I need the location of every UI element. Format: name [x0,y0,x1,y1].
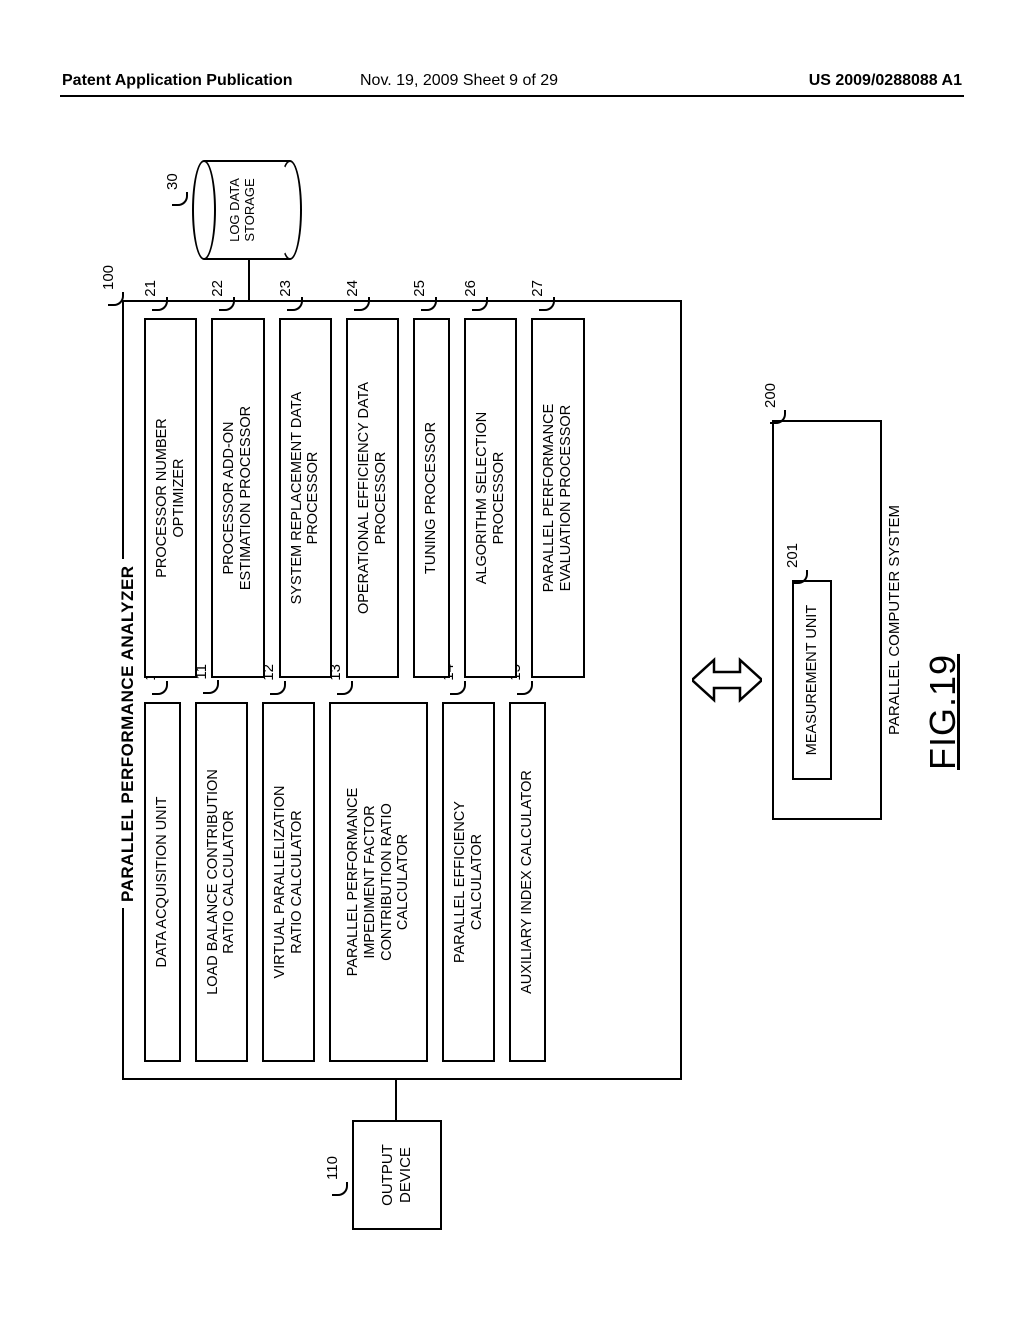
measurement-unit-box: MEASUREMENT UNIT [792,580,832,780]
output-device-box: OUTPUT DEVICE [352,1120,442,1230]
header-publication: Patent Application Publication [62,72,293,90]
connector-output [395,1080,397,1120]
ref-output: 110 [324,1156,341,1180]
left-column: DATA ACQUISITION UNIT 10 LOAD BALANCE CO… [144,702,546,1062]
connector-storage [248,260,250,300]
figure-label: FIG.19 [922,654,964,770]
ref-25: 25 [411,280,428,297]
ref-26: 26 [462,280,479,297]
ref-21: 21 [142,280,159,297]
box-parallel-perf-eval: PARALLEL PERFORMANCE EVALUATION PROCESSO… [531,318,584,678]
ref-27: 27 [529,280,546,297]
analyzer-title: PARALLEL PERFORMANCE ANALYZER [118,559,138,908]
header-date-sheet: Nov. 19, 2009 Sheet 9 of 29 [360,72,558,90]
box-impediment-factor: PARALLEL PERFORMANCE IMPEDIMENT FACTOR C… [329,702,428,1062]
box-algorithm-selection: ALGORITHM SELECTION PROCESSOR 26 [464,318,517,678]
box-system-replacement: SYSTEM REPLACEMENT DATA PROCESSOR 23 [279,318,332,678]
diagram-rotated-wrapper: 100 PARALLEL PERFORMANCE ANALYZER DATA A… [102,150,922,1250]
box-processor-addon: PROCESSOR ADD-ON ESTIMATION PROCESSOR 22 [211,318,264,678]
ref-analyzer: 100 [100,265,117,290]
box-data-acquisition: DATA ACQUISITION UNIT 10 [144,702,181,1062]
ref-23: 23 [277,280,294,297]
ref-24: 24 [344,280,361,297]
bidirectional-arrow-icon [692,650,762,710]
storage-label: LOG DATA STORAGE [228,160,258,260]
analyzer-box: PARALLEL PERFORMANCE ANALYZER DATA ACQUI… [122,300,682,1080]
box-parallel-efficiency: PARALLEL EFFICIENCY CALCULATOR 14 [442,702,495,1062]
box-load-balance: LOAD BALANCE CONTRIBUTION RATIO CALCULAT… [195,702,248,1062]
header-rule [60,95,964,97]
ref-pcs: 200 [762,383,779,408]
diagram-canvas: 100 PARALLEL PERFORMANCE ANALYZER DATA A… [102,150,922,1250]
ref-storage: 30 [164,173,181,190]
pcs-title: PARALLEL COMPUTER SYSTEM [886,420,903,820]
right-column: PROCESSOR NUMBER OPTIMIZER 21 PROCESSOR … [144,318,585,678]
header-docket: US 2009/0288088 A1 [809,72,962,90]
box-processor-number-optimizer: PROCESSOR NUMBER OPTIMIZER 21 [144,318,197,678]
ref-22: 22 [209,280,226,297]
box-auxiliary-index: AUXILIARY INDEX CALCULATOR 15 [509,702,546,1062]
box-operational-efficiency: OPERATIONAL EFFICIENCY DATA PROCESSOR 24 [346,318,399,678]
box-tuning-processor: TUNING PROCESSOR 25 [413,318,450,678]
ref-measurement: 201 [784,543,801,568]
box-virtual-parallelization: VIRTUAL PARALLELIZATION RATIO CALCULATOR… [262,702,315,1062]
log-data-storage: LOG DATA STORAGE [192,160,302,260]
page: Patent Application Publication Nov. 19, … [0,0,1024,1320]
